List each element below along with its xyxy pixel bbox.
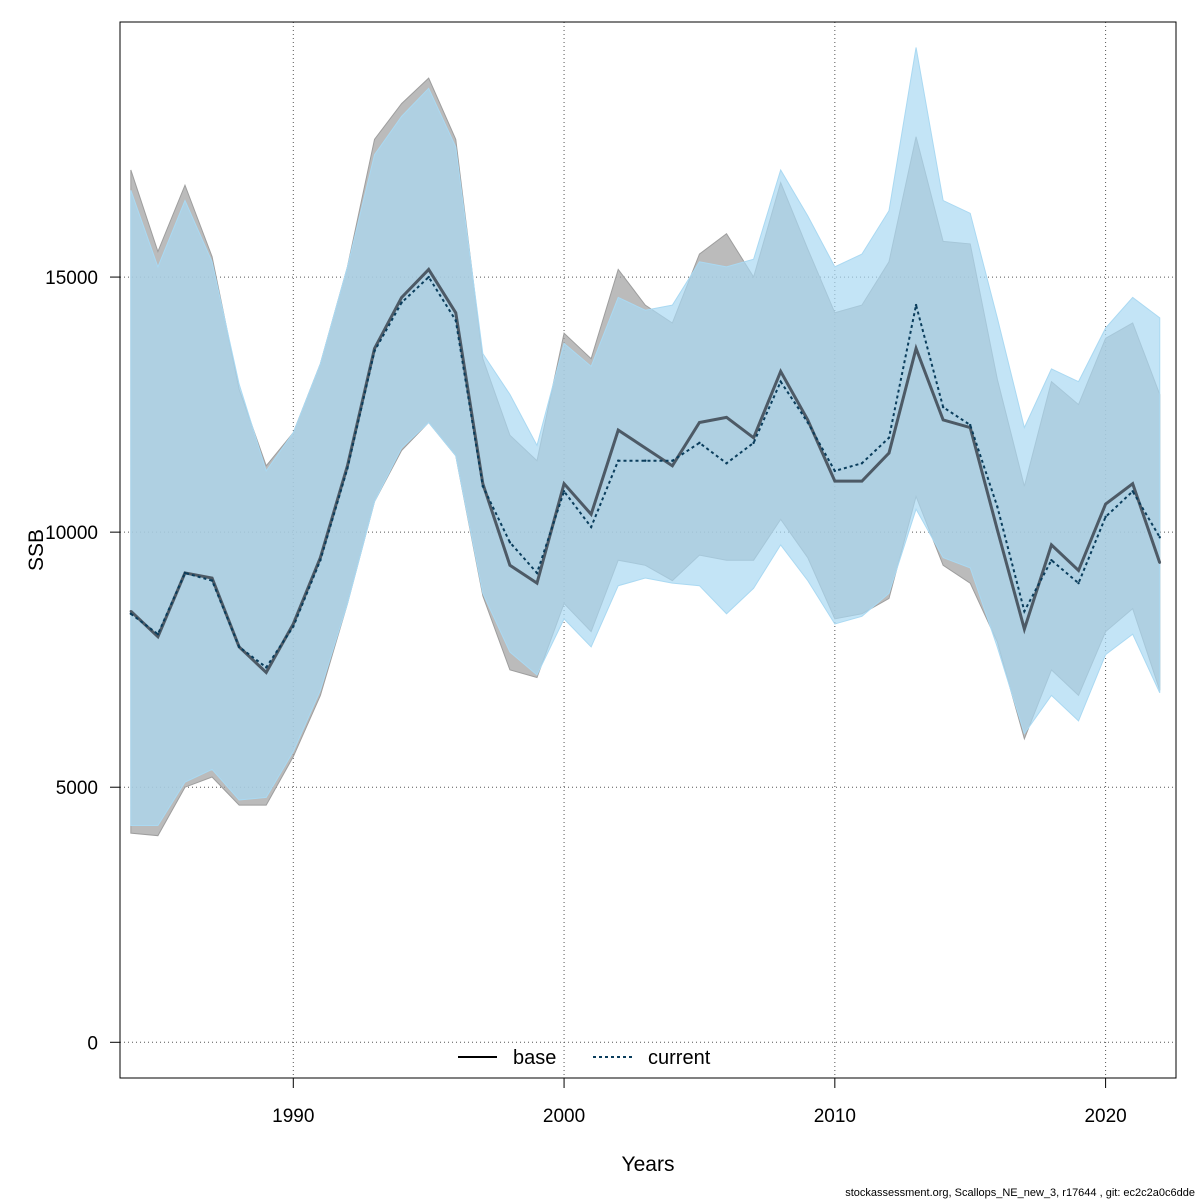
point-base-1993 (373, 347, 376, 350)
point-current-2002 (617, 459, 620, 462)
point-base-2011 (860, 479, 864, 483)
point-current-2014 (941, 405, 945, 409)
series-lines (129, 266, 1162, 675)
point-current-2015 (969, 423, 972, 427)
point-base-1984 (129, 610, 133, 613)
x-axis-title: Years (622, 1153, 675, 1176)
point-base-1999 (535, 581, 539, 585)
point-current-2016 (996, 505, 999, 508)
point-base-2021 (1131, 482, 1134, 485)
point-current-2012 (887, 436, 891, 439)
point-current-2009 (806, 421, 809, 424)
point-base-1989 (265, 671, 268, 674)
point-base-1997 (481, 482, 485, 485)
legend-label-base: base (513, 1047, 556, 1069)
point-base-2005 (698, 421, 701, 424)
point-current-1996 (454, 319, 457, 322)
point-current-1991 (319, 559, 322, 562)
band-current (130, 47, 1161, 826)
point-current-1994 (400, 301, 403, 304)
point-base-2010 (833, 479, 837, 483)
y-tick-label-15000: 15000 (45, 268, 98, 289)
point-base-1985 (156, 635, 160, 638)
point-current-2001 (589, 525, 593, 529)
point-base-1990 (292, 622, 295, 626)
point-base-1994 (400, 296, 403, 299)
point-current-1987 (210, 579, 214, 582)
point-current-2018 (1050, 559, 1053, 562)
x-axis: 1990 2000 2010 2020 (272, 1077, 1127, 1127)
y-axis: 0 5000 10000 15000 (45, 268, 121, 1054)
point-base-2006 (725, 416, 728, 419)
point-base-1996 (454, 311, 457, 314)
point-current-1988 (237, 645, 241, 649)
point-current-2022 (1158, 536, 1161, 539)
x-tick-label-1990: 1990 (272, 1106, 314, 1127)
point-base-2022 (1158, 561, 1161, 564)
point-current-2020 (1104, 515, 1107, 519)
y-tick-label-10000: 10000 (45, 523, 98, 544)
point-base-1995 (427, 268, 430, 271)
point-current-2003 (644, 459, 647, 462)
point-current-1999 (535, 571, 539, 575)
point-base-2012 (887, 451, 891, 455)
y-tick-label-5000: 5000 (56, 778, 98, 799)
point-current-2006 (725, 462, 728, 465)
point-base-2020 (1104, 502, 1107, 506)
point-current-1993 (373, 349, 376, 353)
x-tick-label-2020: 2020 (1084, 1106, 1126, 1127)
point-base-2018 (1050, 543, 1053, 547)
point-base-1998 (508, 564, 512, 567)
point-base-2002 (617, 428, 620, 432)
point-base-1987 (210, 576, 214, 580)
confidence-bands (130, 47, 1161, 837)
point-base-2019 (1077, 569, 1080, 572)
point-current-1995 (427, 275, 430, 279)
point-base-2004 (671, 464, 674, 468)
y-axis-title: SSB (25, 529, 48, 571)
line-current (130, 275, 1161, 669)
x-tick-label-2010: 2010 (814, 1106, 856, 1127)
point-base-1991 (319, 556, 322, 559)
y-tick-label-0: 0 (87, 1033, 98, 1054)
point-base-2009 (806, 418, 809, 422)
point-base-2014 (941, 418, 945, 422)
point-current-2005 (698, 441, 701, 445)
point-base-2000 (562, 482, 566, 485)
point-current-1985 (156, 632, 160, 636)
point-current-2004 (671, 459, 674, 462)
point-current-1989 (265, 666, 268, 669)
legend-label-current: current (648, 1047, 711, 1069)
point-current-2011 (860, 462, 864, 465)
point-current-1990 (292, 625, 295, 628)
point-current-1997 (481, 485, 485, 488)
point-current-2021 (1131, 490, 1134, 493)
point-base-2001 (589, 513, 593, 516)
footer-credit: stockassessment.org, Scallops_NE_new_3, … (845, 1187, 1195, 1199)
point-current-1992 (346, 467, 349, 470)
point-base-2017 (1023, 627, 1026, 631)
point-current-2017 (1023, 610, 1026, 613)
point-base-2003 (644, 446, 647, 450)
point-current-2000 (562, 490, 566, 493)
x-tick-label-2000: 2000 (543, 1106, 585, 1127)
point-current-1984 (129, 612, 133, 615)
point-base-2007 (752, 436, 755, 439)
point-base-2008 (779, 370, 782, 373)
point-current-2007 (752, 441, 755, 445)
point-current-2019 (1077, 581, 1080, 585)
point-current-2013 (914, 303, 918, 307)
point-current-1998 (508, 541, 512, 544)
point-current-1986 (183, 571, 187, 575)
point-base-2013 (914, 347, 918, 350)
point-current-2008 (779, 380, 782, 383)
point-current-2010 (833, 469, 837, 473)
legend: base current (458, 1047, 711, 1069)
point-base-2016 (996, 528, 999, 531)
